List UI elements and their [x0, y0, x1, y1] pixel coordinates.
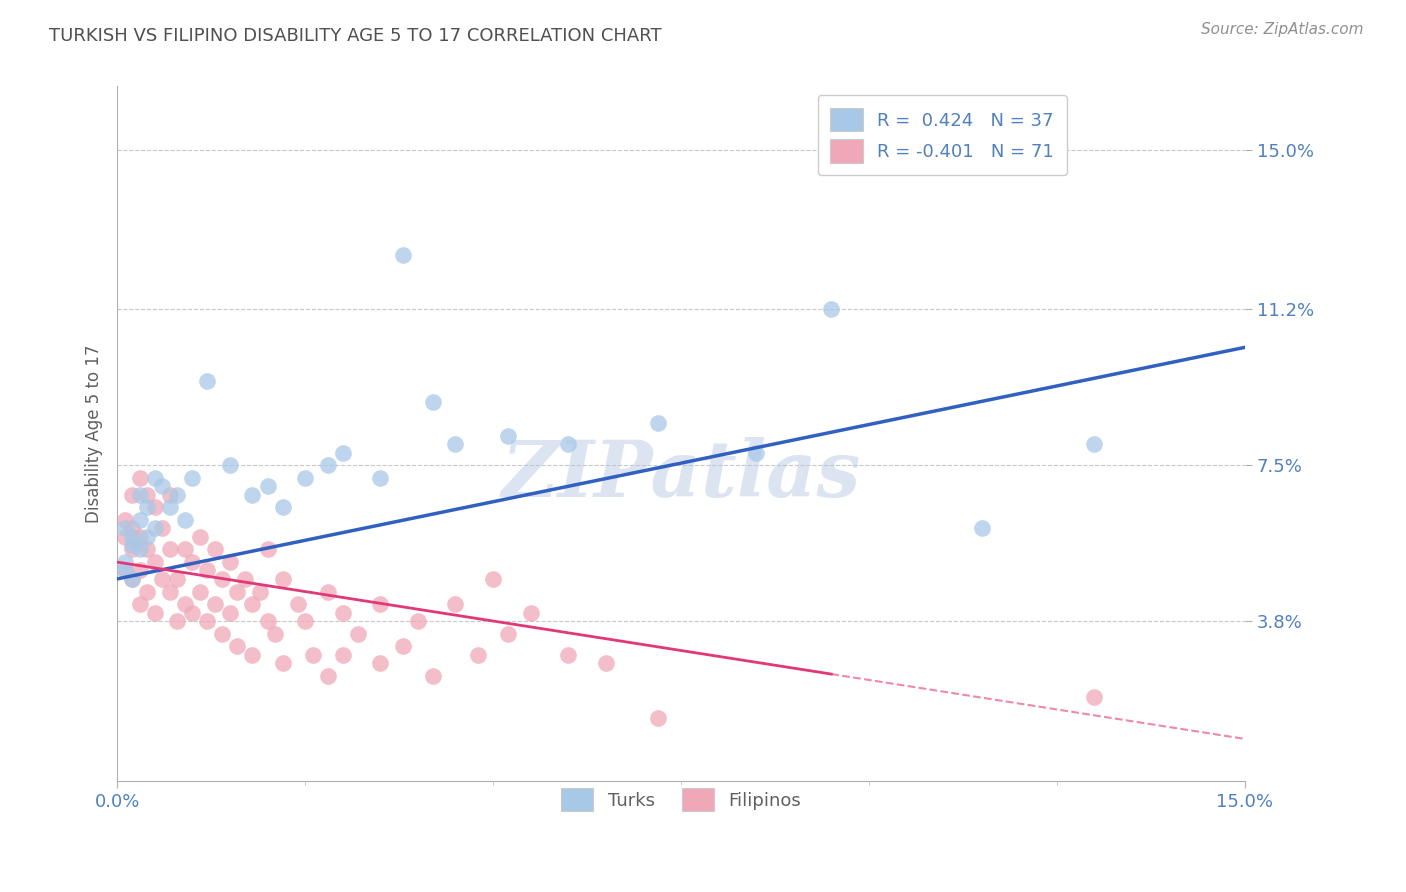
Text: Source: ZipAtlas.com: Source: ZipAtlas.com: [1201, 22, 1364, 37]
Text: ZIPatlas: ZIPatlas: [502, 437, 860, 514]
Text: TURKISH VS FILIPINO DISABILITY AGE 5 TO 17 CORRELATION CHART: TURKISH VS FILIPINO DISABILITY AGE 5 TO …: [49, 27, 662, 45]
Legend: Turks, Filipinos: Turks, Filipinos: [548, 775, 814, 824]
Y-axis label: Disability Age 5 to 17: Disability Age 5 to 17: [86, 344, 103, 523]
